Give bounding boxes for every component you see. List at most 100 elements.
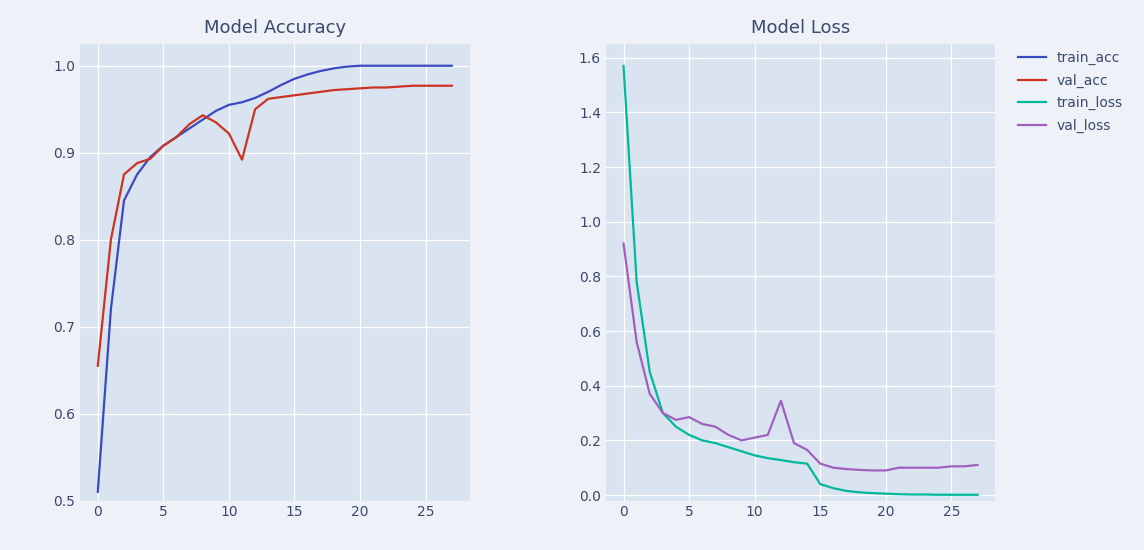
train_loss (643, 368, 657, 375)
train_acc (222, 102, 236, 108)
train_acc (366, 63, 380, 69)
val_acc (313, 89, 327, 95)
val_acc (340, 86, 353, 92)
train_loss (945, 492, 959, 498)
train_loss (931, 492, 945, 498)
train_loss (971, 492, 985, 498)
val_acc (130, 160, 144, 167)
train_loss (630, 278, 644, 285)
val_loss (931, 464, 945, 471)
train_acc (117, 197, 130, 204)
train_loss (617, 63, 630, 69)
val_acc (431, 82, 445, 89)
train_loss (840, 488, 853, 494)
train_acc (90, 488, 104, 495)
val_loss (761, 432, 774, 438)
train_acc (248, 95, 262, 101)
train_acc (392, 63, 406, 69)
val_loss (656, 410, 669, 416)
val_loss (630, 339, 644, 345)
val_acc (287, 92, 301, 98)
val_loss (892, 464, 906, 471)
val_acc (104, 236, 118, 243)
train_loss (748, 452, 762, 459)
val_acc (222, 130, 236, 137)
val_acc (392, 83, 406, 90)
val_acc (248, 106, 262, 113)
val_loss (840, 466, 853, 472)
train_acc (419, 63, 432, 69)
val_loss (708, 424, 722, 430)
val_loss (971, 461, 985, 468)
Title: Model Loss: Model Loss (750, 19, 850, 37)
val_acc (143, 156, 157, 162)
val_acc (275, 94, 288, 100)
train_acc (275, 81, 288, 88)
train_acc (445, 63, 459, 69)
train_loss (682, 432, 696, 438)
val_loss (852, 466, 866, 473)
train_acc (143, 154, 157, 161)
val_loss (774, 398, 788, 404)
train_acc (406, 63, 420, 69)
val_loss (905, 464, 919, 471)
val_acc (196, 112, 209, 119)
train_acc (353, 63, 367, 69)
Line: train_loss: train_loss (623, 66, 978, 495)
val_loss (682, 414, 696, 420)
train_acc (104, 306, 118, 312)
val_loss (813, 460, 827, 467)
train_acc (157, 142, 170, 149)
val_acc (301, 90, 315, 97)
val_acc (169, 134, 183, 140)
train_acc (196, 117, 209, 123)
val_acc (353, 85, 367, 92)
train_loss (801, 460, 815, 467)
val_loss (643, 390, 657, 397)
Line: train_acc: train_acc (97, 66, 452, 492)
val_acc (445, 82, 459, 89)
val_loss (826, 464, 840, 471)
Title: Model Accuracy: Model Accuracy (204, 19, 345, 37)
val_acc (209, 119, 223, 125)
val_loss (958, 463, 971, 470)
Legend: train_acc, val_acc, train_loss, val_loss: train_acc, val_acc, train_loss, val_loss (1018, 51, 1122, 133)
train_acc (313, 68, 327, 74)
val_loss (734, 437, 748, 444)
val_acc (327, 87, 341, 94)
train_loss (852, 489, 866, 496)
train_loss (734, 448, 748, 455)
val_loss (801, 447, 815, 453)
train_loss (669, 424, 683, 430)
val_loss (617, 240, 630, 247)
val_acc (183, 120, 197, 127)
train_loss (826, 485, 840, 492)
val_loss (669, 416, 683, 423)
val_loss (722, 432, 736, 438)
val_loss (787, 440, 801, 447)
train_loss (919, 491, 932, 498)
train_loss (656, 410, 669, 416)
train_loss (958, 492, 971, 498)
train_acc (209, 108, 223, 114)
val_acc (261, 96, 275, 102)
train_acc (236, 99, 249, 106)
train_acc (327, 65, 341, 72)
train_acc (169, 134, 183, 140)
train_loss (761, 455, 774, 461)
train_acc (287, 75, 301, 82)
train_acc (183, 125, 197, 131)
val_loss (879, 467, 892, 474)
train_loss (696, 437, 709, 444)
val_acc (117, 171, 130, 178)
Line: val_acc: val_acc (97, 86, 452, 366)
train_loss (708, 440, 722, 447)
val_loss (866, 467, 880, 474)
train_loss (879, 491, 892, 497)
train_loss (905, 491, 919, 498)
train_loss (774, 456, 788, 463)
train_loss (722, 444, 736, 450)
val_acc (406, 82, 420, 89)
val_acc (236, 156, 249, 163)
train_loss (866, 490, 880, 497)
